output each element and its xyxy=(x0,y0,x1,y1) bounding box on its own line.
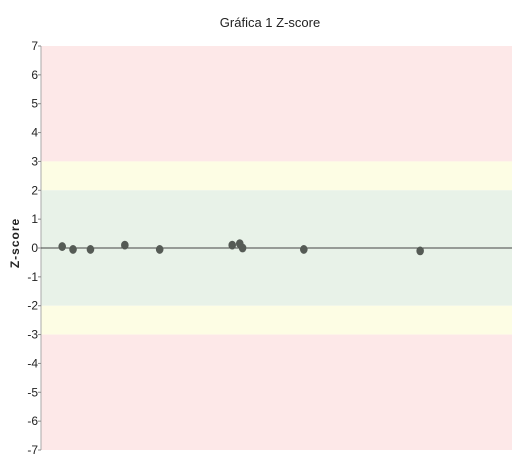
y-tick-label: 3 xyxy=(31,154,38,168)
y-tick-label: 5 xyxy=(31,97,38,111)
data-points xyxy=(58,239,424,256)
data-point xyxy=(69,245,77,254)
zone-band xyxy=(41,161,512,191)
y-tick-label: 2 xyxy=(31,183,38,197)
data-point xyxy=(300,245,308,254)
y-tick-label: 1 xyxy=(31,212,38,226)
data-point xyxy=(228,240,237,250)
y-tick-label: 4 xyxy=(31,126,38,140)
y-tick-label: -2 xyxy=(27,299,38,313)
data-point xyxy=(416,246,424,256)
y-tick-label: -7 xyxy=(27,443,38,455)
y-tick-label: 6 xyxy=(31,68,38,82)
y-tick-label: 0 xyxy=(31,241,38,255)
zone-band xyxy=(41,46,512,162)
chart-title: Gráfica 1 Z-score xyxy=(220,15,320,30)
data-point xyxy=(155,245,164,254)
zone-bands xyxy=(41,46,512,450)
data-point xyxy=(58,242,66,251)
data-point xyxy=(121,240,129,250)
data-point xyxy=(86,245,95,254)
y-tick-label: -6 xyxy=(27,414,38,428)
y-tick-label: -1 xyxy=(27,270,38,284)
y-axis-label: Z-score xyxy=(8,218,22,268)
y-tick-label: 7 xyxy=(31,39,38,53)
data-point xyxy=(238,243,247,253)
y-tick-label: -3 xyxy=(27,328,38,342)
zone-band xyxy=(41,334,512,450)
y-tick-label: -5 xyxy=(27,385,38,399)
y-axis-ticks: 7 6 5 4 3 2 1 0 -1 -2 -3 -4 -5 -6 -7 xyxy=(27,39,41,455)
y-tick-label: -4 xyxy=(27,356,38,370)
zone-band xyxy=(41,305,512,335)
